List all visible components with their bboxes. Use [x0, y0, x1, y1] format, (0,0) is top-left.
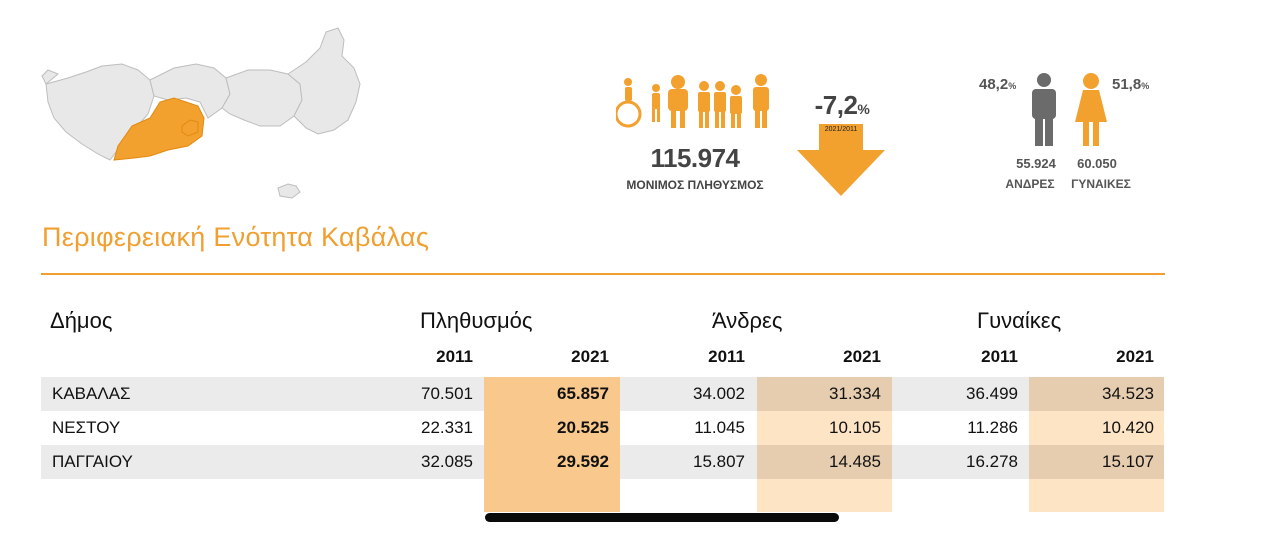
men-count: 55.924 — [1016, 156, 1056, 171]
woman-icon — [1075, 73, 1107, 146]
year-header: 2021 — [843, 347, 881, 366]
women-2021-cell-shade — [1029, 377, 1164, 411]
year-header: 2011 — [436, 347, 473, 366]
down-arrow-icon — [797, 124, 885, 196]
table-cell: 36.499 — [966, 384, 1018, 403]
men-label: ΑΝΔΡΕΣ — [1005, 177, 1055, 191]
men-2021-cell-shade — [757, 445, 892, 479]
municipality-header: Δήμος — [50, 308, 113, 333]
pop-2021-column-highlight — [484, 377, 620, 512]
table-cell: 15.807 — [693, 452, 745, 471]
women-label: ΓΥΝΑΙΚΕΣ — [1071, 177, 1131, 191]
table-cell: 10.420 — [1102, 418, 1154, 437]
women-count: 60.050 — [1077, 156, 1117, 171]
table-cell: 31.334 — [829, 384, 881, 403]
population-header: Πληθυσμός — [420, 308, 533, 333]
change-period-label: 2021/2011 — [824, 126, 858, 133]
men-percentage: 48,2% — [979, 76, 1017, 93]
home-indicator[interactable] — [485, 513, 839, 522]
region-map-icon — [41, 27, 361, 199]
total-population-value: 115.974 — [650, 143, 740, 173]
table-row-name: ΠΑΓΓΑΙΟΥ — [52, 452, 133, 471]
men-2021-cell-shade — [757, 377, 892, 411]
year-header: 2021 — [571, 347, 609, 366]
table-cell: 11.045 — [694, 418, 745, 437]
table-cell: 11.286 — [967, 418, 1018, 437]
table-cell: 10.105 — [829, 418, 881, 437]
women-header: Γυναίκες — [977, 308, 1062, 333]
table-cell: 70.501 — [421, 384, 473, 403]
table-cell: 14.485 — [829, 452, 881, 471]
population-group-icon — [616, 74, 769, 128]
year-header: 2021 — [1116, 347, 1154, 366]
year-header: 2011 — [708, 347, 745, 366]
table-row-name: ΝΕΣΤΟΥ — [52, 418, 121, 437]
region-title: Περιφερειακή Ενότητα Καβάλας — [42, 222, 430, 252]
table-cell: 16.278 — [966, 452, 1018, 471]
year-header: 2011 — [981, 347, 1018, 366]
table-cell: 34.002 — [693, 384, 745, 403]
total-population-label: ΜΟΝΙΜΟΣ ΠΛΗΘΥΣΜΟΣ — [626, 178, 764, 192]
men-header: Άνδρες — [712, 308, 783, 333]
population-change-value: -7,2% — [814, 90, 870, 120]
table-cell: 65.857 — [557, 384, 609, 403]
table-cell: 22.331 — [421, 418, 473, 437]
table-row-name: ΚΑΒΑΛΑΣ — [52, 384, 131, 403]
table-cell: 15.107 — [1102, 452, 1154, 471]
women-2021-cell-shade — [1029, 445, 1164, 479]
title-divider — [41, 273, 1165, 275]
table-cell: 29.592 — [557, 452, 609, 471]
table-cell: 34.523 — [1102, 384, 1154, 403]
table-cell: 32.085 — [421, 452, 473, 471]
table-cell: 20.525 — [557, 418, 609, 437]
women-percentage: 51,8% — [1112, 76, 1150, 93]
man-icon — [1032, 73, 1056, 146]
